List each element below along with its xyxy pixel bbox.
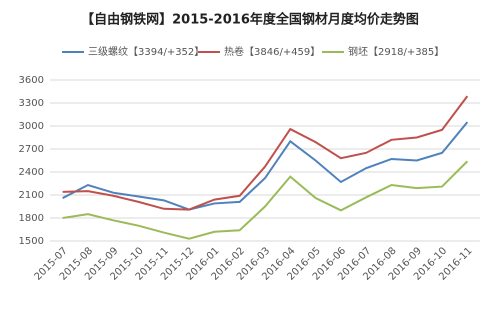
legend-label: 热卷【3846/+459】 — [224, 45, 320, 58]
series-line — [62, 95, 469, 211]
chart-title: 【自由钢铁网】2015-2016年度全国钢材月度均价走势图 — [81, 12, 419, 28]
y-tick-label: 2400 — [19, 167, 44, 178]
y-tick-label: 1800 — [19, 213, 44, 224]
legend-label: 钢坯【2918/+385】 — [348, 45, 444, 58]
y-tick-label: 3300 — [19, 98, 44, 109]
y-tick-label: 1500 — [19, 236, 44, 247]
y-tick-label: 2100 — [19, 190, 44, 201]
y-tick-label: 3600 — [19, 75, 44, 86]
series-line — [62, 160, 469, 240]
series-line — [62, 121, 469, 211]
y-tick-label: 2700 — [19, 144, 44, 155]
legend-label: 三级螺纹【3394/+352】 — [88, 45, 204, 58]
y-tick-label: 3000 — [19, 121, 44, 132]
